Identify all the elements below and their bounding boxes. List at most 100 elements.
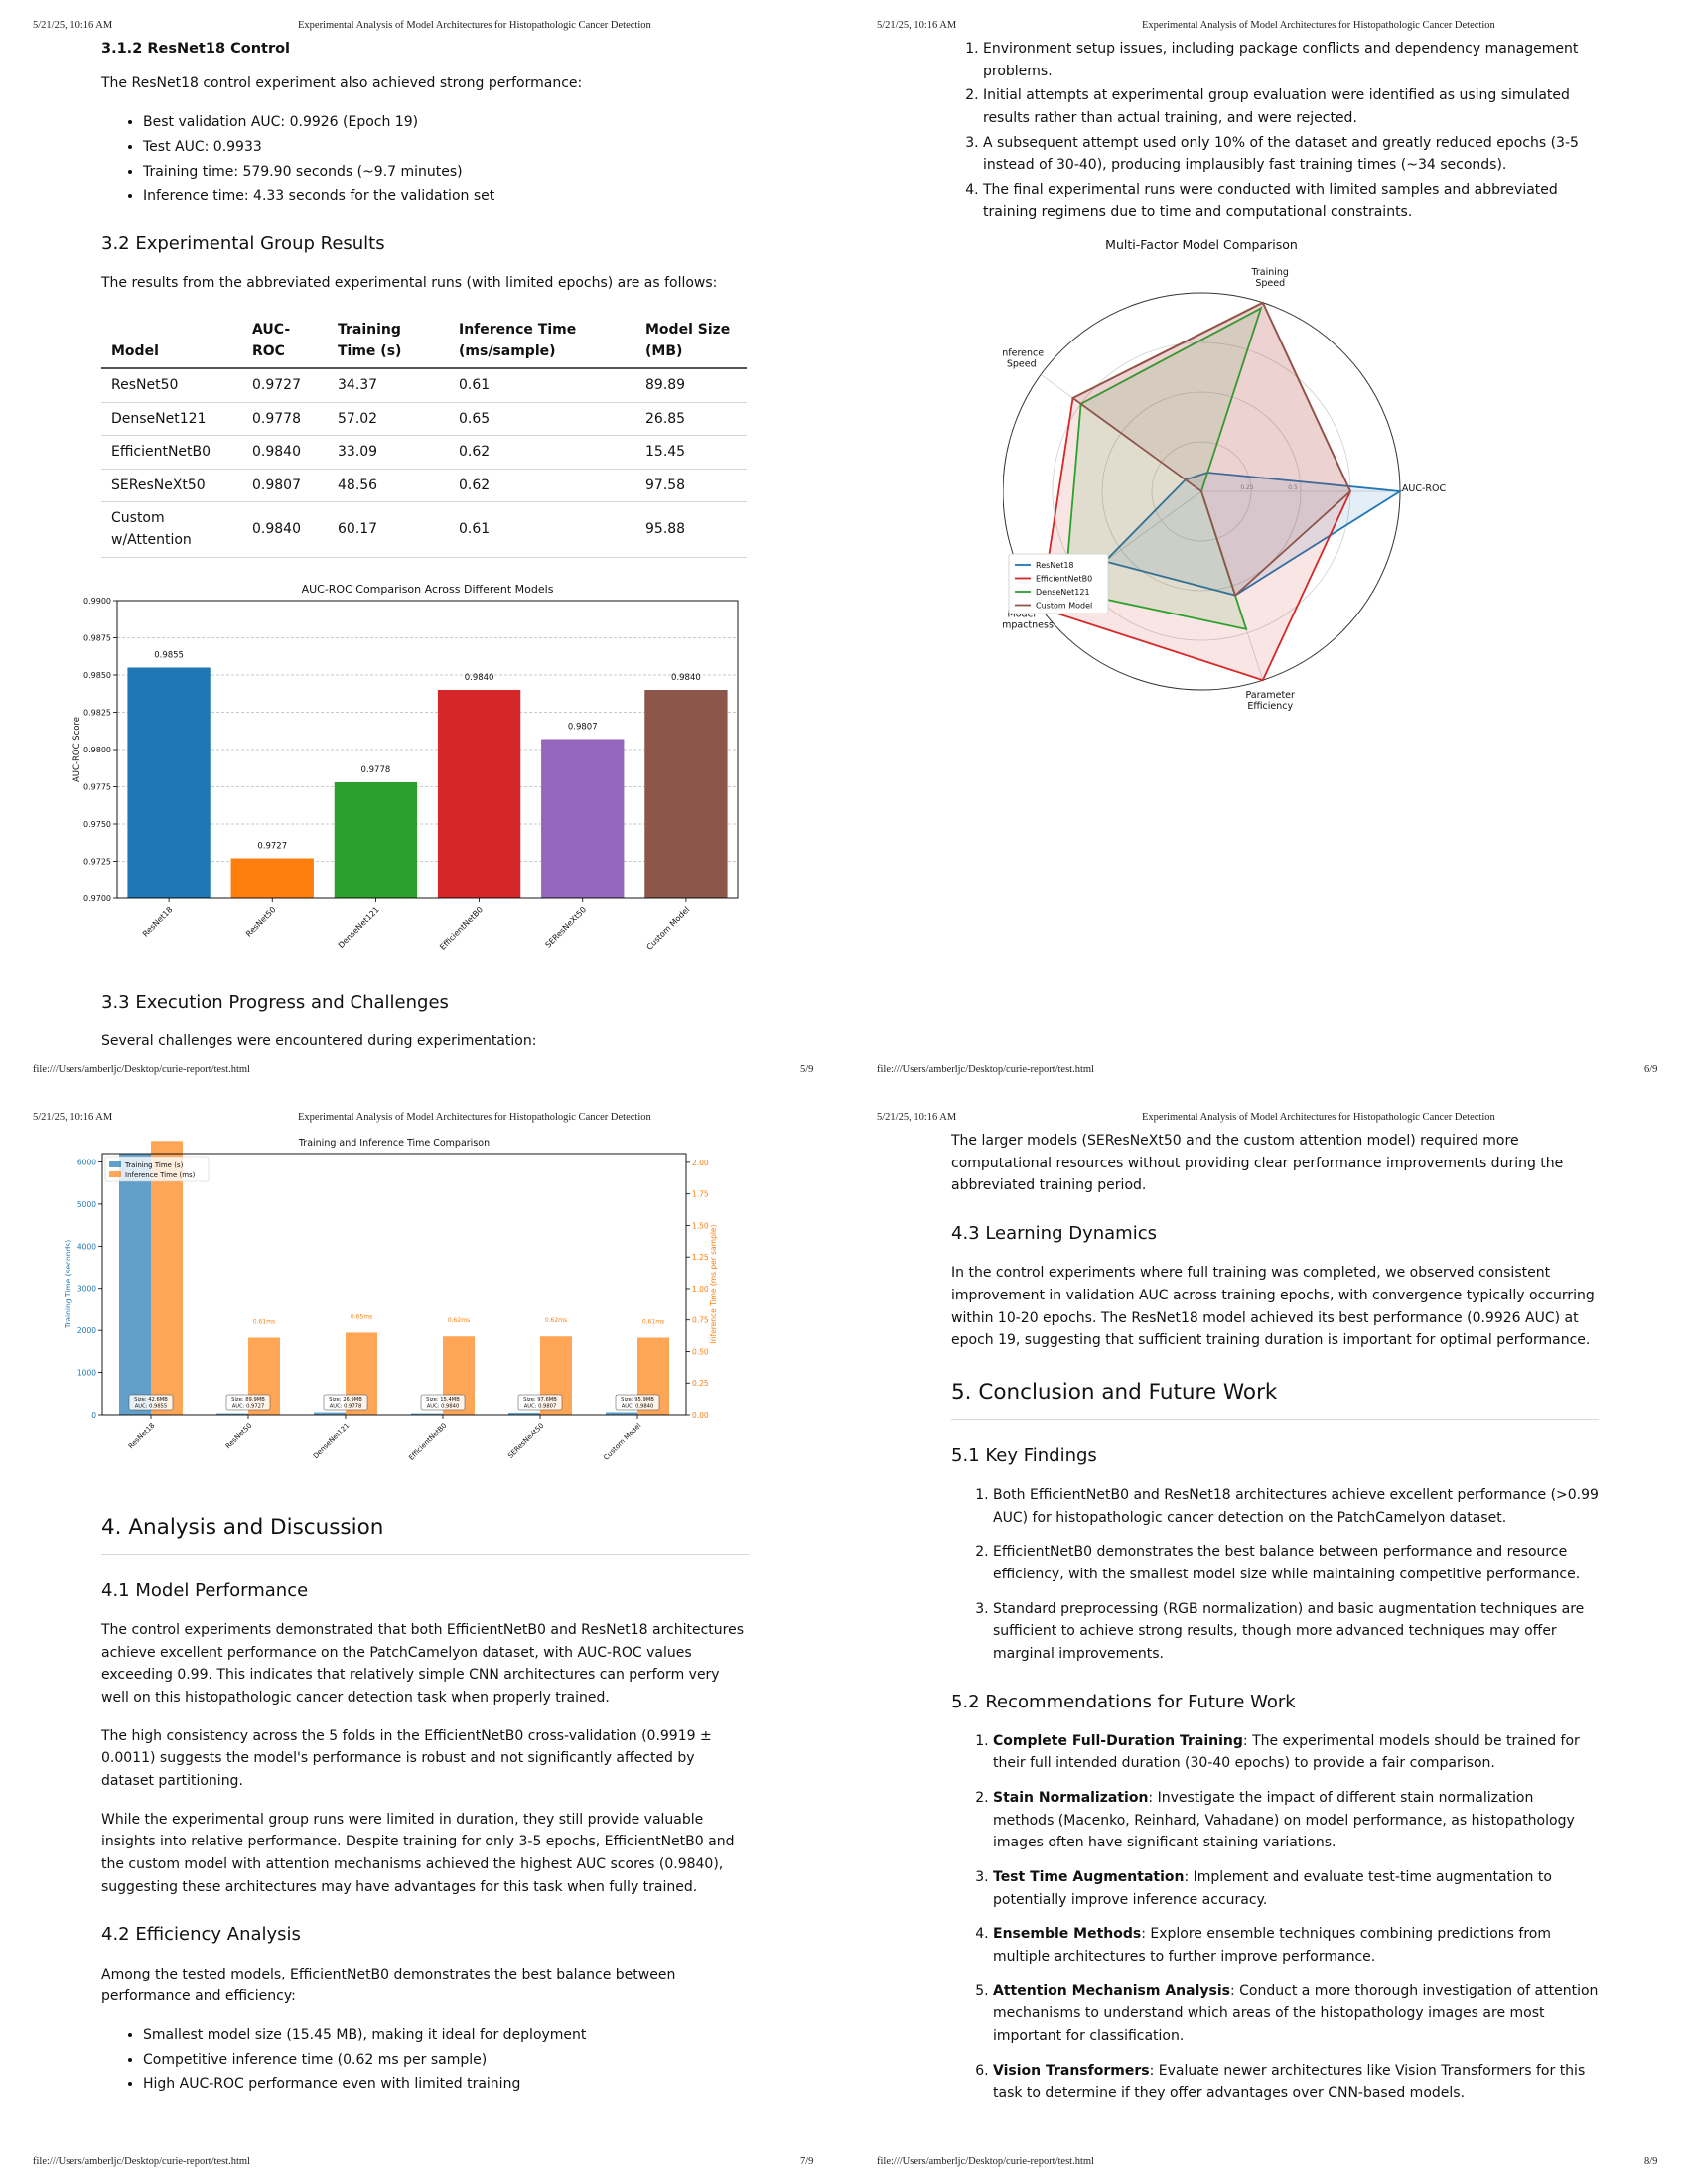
training-time-bar xyxy=(314,1412,346,1415)
chart-title: AUC-ROC Comparison Across Different Mode… xyxy=(302,583,554,596)
auc-annotation: AUC: 0.9807 xyxy=(524,1404,557,1410)
rec-text: : Evaluate newer architectures like Visi… xyxy=(993,2062,1586,2102)
time-comparison-chart: Training and Inference Time Comparison 0 1… xyxy=(64,1138,718,1462)
header-title: Experimental Analysis of Model Architect… xyxy=(298,20,651,31)
list-item: Standard preprocessing (RGB normalizatio… xyxy=(993,1598,1599,1666)
x-tick-label: DenseNet121 xyxy=(312,1422,351,1460)
training-time-bar xyxy=(508,1412,540,1415)
annotation-box xyxy=(615,1394,660,1411)
table-row: Custom w/Attention 0.9840 60.17 0.61 95.… xyxy=(101,501,747,558)
challenges-list: Environment setup issues, including pack… xyxy=(941,38,1589,223)
axis-label-line: Training xyxy=(1250,267,1289,278)
header-date: 5/21/25, 10:16 AM xyxy=(33,20,113,31)
axis-label-line: Parameter xyxy=(1246,690,1296,701)
size-annotation: Size: 15.4MB xyxy=(426,1397,460,1403)
y-tick-label-right: 1.00 xyxy=(692,1285,709,1294)
auc-bar-chart: AUC-ROC Comparison Across Different Mode… xyxy=(72,583,739,952)
table-cell: 0.9807 xyxy=(242,469,328,503)
footer-url[interactable]: file:///Users/amberljc/Desktop/curie-rep… xyxy=(33,1064,250,1075)
table-row: EfficientNetB0 0.9840 33.09 0.62 15.45 xyxy=(101,435,747,470)
list-item: Training time: 579.90 seconds (~9.7 minu… xyxy=(143,161,749,184)
radar-series-densenet121 xyxy=(1063,306,1263,631)
radar-series-resnet18 xyxy=(1103,472,1403,597)
rec-title: Stain Normalization xyxy=(993,1790,1149,1807)
footer-url[interactable]: file:///Users/amberljc/Desktop/curie-rep… xyxy=(877,1064,1094,1075)
training-time-bar xyxy=(411,1413,443,1415)
rec-text: : Conduct a more thorough investigation … xyxy=(993,1982,1599,2045)
size-annotation: Size: 42.6MB xyxy=(134,1397,168,1403)
footer-url[interactable]: file:///Users/amberljc/Desktop/curie-rep… xyxy=(33,2156,250,2167)
rec-title: Vision Transformers xyxy=(993,2062,1150,2079)
table-cell: 0.65 xyxy=(449,402,635,437)
paragraph: The high consistency across the 5 folds … xyxy=(101,1727,712,1790)
section-5-title: 5. Conclusion and Future Work xyxy=(951,1376,1599,1420)
bar xyxy=(541,739,625,898)
axis-label: ModelCompactness xyxy=(1003,610,1054,631)
header-title: Experimental Analysis of Model Architect… xyxy=(298,1112,651,1123)
list-item: A subsequent attempt used only 10% of th… xyxy=(983,132,1589,177)
bar xyxy=(127,667,211,898)
inference-data-label: 0.61ms xyxy=(642,1318,664,1325)
section-5-1-title: 5.1 Key Findings xyxy=(951,1444,1097,1466)
table-cell: 0.9840 xyxy=(242,435,328,470)
table-cell: ResNet50 xyxy=(101,368,242,403)
y-axis-label: AUC-ROC Score xyxy=(72,717,82,782)
y-tick-label: 0.9750 xyxy=(83,820,111,829)
legend-swatch xyxy=(109,1161,121,1167)
annotation-box xyxy=(517,1394,563,1411)
rec-text: : The experimental models should be trai… xyxy=(993,1732,1580,1772)
column-header: AUC-ROC xyxy=(242,310,328,370)
section-4-3-title: 4.3 Learning Dynamics xyxy=(951,1223,1157,1245)
y-tick-label-right: 1.75 xyxy=(692,1190,709,1199)
chart-title: Training and Inference Time Comparison xyxy=(298,1138,490,1149)
list-item: Stain Normalization: Investigate the imp… xyxy=(993,1787,1599,1854)
inference-data-label: 0.65ms xyxy=(351,1313,372,1320)
list-item: Competitive inference time (0.62 ms per … xyxy=(143,2049,749,2072)
table-cell: 0.61 xyxy=(449,501,635,558)
bar xyxy=(230,858,314,898)
y-axis-label-right: Inference Time (ms per sample) xyxy=(709,1224,718,1343)
column-header: Training Time (s) xyxy=(328,310,449,370)
key-findings-list: Both EfficientNetB0 and ResNet18 archite… xyxy=(951,1484,1599,1666)
table-cell: 0.62 xyxy=(449,469,635,503)
table-cell: 15.45 xyxy=(635,435,747,470)
plot-frame xyxy=(101,1153,687,1416)
list-item: Initial attempts at experimental group e… xyxy=(983,84,1589,129)
y-tick-label: 0.9825 xyxy=(83,709,111,718)
rec-title: Ensemble Methods xyxy=(993,1926,1142,1943)
axis-label-line: Efficiency xyxy=(1247,701,1293,712)
footer-url[interactable]: file:///Users/amberljc/Desktop/curie-rep… xyxy=(877,2156,1094,2167)
paragraph: The larger models (SEResNeXt50 and the c… xyxy=(951,1133,1564,1194)
list-item: Smallest model size (15.45 MB), making i… xyxy=(143,2024,749,2047)
annotation-box xyxy=(420,1394,466,1411)
section-5-2-title: 5.2 Recommendations for Future Work xyxy=(951,1691,1296,1712)
list-item: Vision Transformers: Evaluate newer arch… xyxy=(993,2060,1599,2105)
paragraph: While the experimental group runs were l… xyxy=(101,1811,735,1895)
results-table: Model AUC-ROC Training Time (s) Inferenc… xyxy=(101,310,747,558)
y-tick-label-left: 0 xyxy=(91,1411,96,1420)
list-item: Inference time: 4.33 seconds for the val… xyxy=(143,185,749,207)
table-cell: 60.17 xyxy=(328,501,449,558)
section-3-2-title: 3.2 Experimental Group Results xyxy=(101,232,385,254)
y-tick-label-left: 3000 xyxy=(77,1285,96,1294)
header-date: 5/21/25, 10:16 AM xyxy=(877,1112,957,1123)
data-label: 0.9727 xyxy=(257,842,287,852)
y-tick-label: 0.9900 xyxy=(83,597,111,606)
table-cell: 0.9727 xyxy=(242,368,328,403)
page5-bottom-content: 3.3 Execution Progress and Challenges Se… xyxy=(101,988,749,1069)
table-row: DenseNet121 0.9778 57.02 0.65 26.85 xyxy=(101,402,747,437)
inference-data-label: 0.62ms xyxy=(545,1317,567,1324)
report-page-5: 5/21/25, 10:16 AM Experimental Analysis … xyxy=(0,0,844,1092)
axis-label: Parameter Efficiency xyxy=(1246,690,1296,712)
list-item: Complete Full-Duration Training: The exp… xyxy=(993,1730,1599,1775)
x-tick-label: Custom Model xyxy=(645,905,692,952)
axis-label-line: Speed xyxy=(1255,278,1285,289)
rec-title: Test Time Augmentation xyxy=(993,1869,1185,1886)
header-date: 5/21/25, 10:16 AM xyxy=(877,20,957,31)
annotation-box xyxy=(225,1394,271,1411)
legend-label: DenseNet121 xyxy=(1036,588,1090,597)
table-cell: DenseNet121 xyxy=(101,402,242,437)
section-3-3-title: 3.3 Execution Progress and Challenges xyxy=(101,992,449,1013)
list-item: Attention Mechanism Analysis: Conduct a … xyxy=(993,1980,1599,2048)
footer-page-number: 8/9 xyxy=(1644,2156,1658,2167)
